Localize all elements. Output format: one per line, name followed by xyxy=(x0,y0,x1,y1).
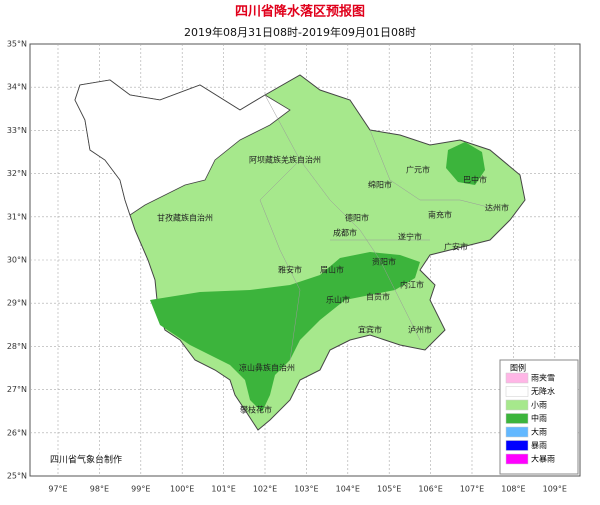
legend-swatch xyxy=(505,372,529,384)
lon-label: 101°E xyxy=(211,485,235,494)
legend-swatch xyxy=(505,399,529,411)
place-label: 广元市 xyxy=(406,165,430,175)
place-label: 遂宁市 xyxy=(398,232,422,242)
subtitle: 2019年08月31日08时-2019年09月01日08时 xyxy=(184,25,416,39)
legend-label: 雨夹雪 xyxy=(531,373,555,383)
legend-label: 大暴雨 xyxy=(531,454,555,464)
place-label: 巴中市 xyxy=(463,175,487,185)
moderate-rain-south xyxy=(150,252,420,412)
lon-label: 108°E xyxy=(501,485,525,494)
lat-label: 35°N xyxy=(7,40,27,49)
legend-label: 无降水 xyxy=(531,386,555,396)
legend-title: 图例 xyxy=(510,363,526,373)
legend-swatch xyxy=(505,386,529,397)
lat-label: 34°N xyxy=(7,83,27,92)
legend-swatch xyxy=(505,453,529,465)
legend-swatch xyxy=(505,413,529,424)
place-label: 阿坝藏族羌族自治州 xyxy=(249,155,321,165)
place-label: 广安市 xyxy=(444,242,468,252)
lon-label: 97°E xyxy=(48,485,67,494)
lon-label: 105°E xyxy=(377,485,401,494)
lon-label: 107°E xyxy=(460,485,484,494)
lat-label: 30°N xyxy=(7,256,27,265)
legend-label: 暴雨 xyxy=(531,441,547,450)
place-label: 德阳市 xyxy=(345,213,369,223)
lat-label: 27°N xyxy=(7,385,27,394)
place-label: 南充市 xyxy=(428,210,452,220)
place-label: 内江市 xyxy=(400,280,424,290)
lat-label: 32°N xyxy=(7,169,27,178)
place-label: 攀枝花市 xyxy=(240,405,272,415)
place-label: 凉山彝族自治州 xyxy=(239,363,295,373)
lon-label: 99°E xyxy=(131,485,150,494)
lon-label: 104°E xyxy=(336,485,360,494)
legend-swatch xyxy=(505,440,529,451)
place-label: 达州市 xyxy=(485,203,509,213)
place-label: 乐山市 xyxy=(326,295,350,305)
legend-label: 小雨 xyxy=(531,401,547,410)
moderate-rain-bazhong xyxy=(446,142,485,185)
lat-label: 26°N xyxy=(7,428,27,437)
lon-label: 109°E xyxy=(543,485,567,494)
place-label: 甘孜藏族自治州 xyxy=(157,213,213,223)
title: 四川省降水落区预报图 xyxy=(235,4,365,20)
lat-label: 28°N xyxy=(7,342,27,351)
lat-label: 25°N xyxy=(7,472,27,481)
lon-label: 98°E xyxy=(90,485,109,494)
lat-label: 31°N xyxy=(7,212,27,221)
city-borders xyxy=(259,94,501,361)
place-label: 资阳市 xyxy=(372,257,396,267)
place-label: 宜宾市 xyxy=(358,325,382,335)
place-label: 自贡市 xyxy=(366,292,390,302)
credit: 四川省气象台制作 xyxy=(50,454,122,466)
lat-label: 33°N xyxy=(7,126,27,135)
legend-label: 中雨 xyxy=(531,413,547,423)
legend-swatch xyxy=(505,426,529,438)
lat-label: 29°N xyxy=(7,299,27,308)
lon-label: 103°E xyxy=(294,485,318,494)
lon-label: 100°E xyxy=(170,485,194,494)
legend-label: 大雨 xyxy=(531,427,547,437)
no-rain-area xyxy=(74,79,291,216)
place-label: 泸州市 xyxy=(408,325,432,335)
place-label: 雅安市 xyxy=(278,265,302,275)
lon-label: 102°E xyxy=(253,485,277,494)
lon-label: 106°E xyxy=(418,485,442,494)
place-label: 眉山市 xyxy=(320,265,344,275)
place-label: 成都市 xyxy=(333,228,357,238)
place-label: 绵阳市 xyxy=(368,180,392,190)
